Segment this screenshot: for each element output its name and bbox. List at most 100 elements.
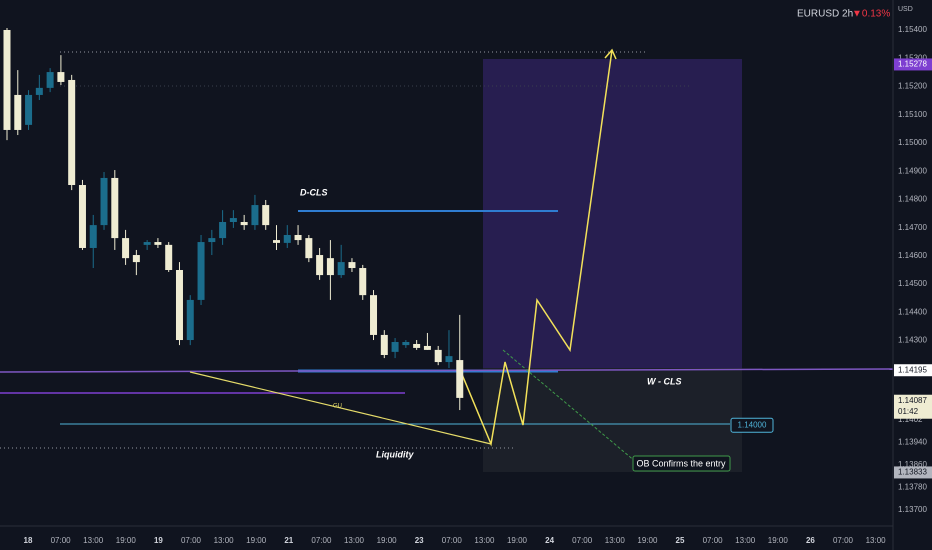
y-tick-label: 1.14300 (898, 336, 927, 345)
projection-path (460, 49, 613, 447)
candle-body (337, 262, 345, 276)
candle-body (175, 270, 183, 341)
ob-label: OB Confirms the entry (636, 458, 726, 468)
price-tag (894, 394, 932, 419)
symbol: EURUSD 2h (797, 9, 853, 20)
liquidity-trend (189, 371, 492, 445)
candle-body (229, 218, 237, 222)
x-tick-label: 13:00 (605, 536, 626, 545)
candle-body (35, 87, 43, 95)
candle-body (57, 72, 65, 82)
price-tag (894, 58, 932, 71)
price-tag-label: 1.14087 (898, 396, 927, 405)
purple-level (0, 368, 894, 373)
x-tick-label: 07:00 (572, 536, 593, 545)
candle-body (273, 240, 280, 243)
candle-body (413, 343, 421, 348)
price-tag (894, 364, 932, 377)
candle-body (89, 225, 97, 248)
w-cls-label: W - CLS (647, 376, 682, 386)
x-tick-label: 07:00 (442, 536, 463, 545)
candle-body (326, 258, 334, 276)
x-tick-label: 19:00 (637, 536, 658, 545)
x-tick-label: 25 (676, 536, 685, 545)
candle-body (208, 238, 216, 243)
y-tick-label: 1.15000 (898, 138, 927, 147)
candle-body (25, 94, 33, 125)
level-box (730, 417, 774, 433)
countdown: 01:42 (898, 407, 919, 416)
x-tick-label: 07:00 (833, 536, 854, 545)
projection-arrow (604, 48, 617, 60)
candle-body (359, 268, 367, 296)
y-tick-label: 1.1402 (898, 415, 923, 424)
candle-body (391, 342, 399, 352)
candle-body (251, 205, 259, 226)
x-tick-label: 07:00 (703, 536, 724, 545)
y-tick-label: 1.13940 (898, 437, 927, 446)
candle-body (316, 255, 324, 276)
candle-body (219, 222, 227, 239)
candle-body (100, 177, 108, 226)
x-tick-label: 13:00 (214, 536, 235, 545)
candle-body (240, 222, 248, 226)
candle-body (186, 299, 194, 341)
candle-body (434, 349, 442, 363)
x-tick-label: 19:00 (116, 536, 137, 545)
candle-body (423, 345, 431, 350)
x-tick-label: 24 (545, 536, 554, 545)
x-tick-label: 07:00 (311, 536, 332, 545)
x-tick-label: 19:00 (507, 536, 528, 545)
y-tick-label: 1.13860 (898, 460, 927, 469)
target-zone (483, 59, 742, 368)
candle-body (122, 238, 130, 259)
x-tick-label: 13:00 (866, 536, 887, 545)
y-tick-label: 1.14700 (898, 223, 927, 232)
candle-body (370, 295, 378, 335)
candle-body (445, 356, 453, 363)
candle-body (262, 205, 270, 226)
candle-body (68, 79, 76, 186)
price-tag-label: 1.15278 (898, 60, 927, 69)
candle-body (3, 30, 11, 130)
candle-body (154, 242, 162, 245)
x-tick-label: 23 (415, 536, 424, 545)
change: ▼0.13% (852, 9, 890, 20)
x-tick-label: 07:00 (51, 536, 72, 545)
y-tick-label: 1.14600 (898, 251, 927, 260)
y-tick-label: 1.14500 (898, 279, 927, 288)
candle-body (78, 185, 86, 248)
x-tick-label: 19 (154, 536, 163, 545)
y-tick-label: 1.14900 (898, 166, 927, 175)
level-label: 1.14000 (738, 420, 767, 429)
price-tag (894, 466, 932, 479)
x-tick-label: 18 (24, 536, 33, 545)
candle-body (132, 255, 140, 263)
x-tick-label: 21 (284, 536, 293, 545)
price-tag-label: 1.13833 (898, 468, 927, 477)
candle-body (380, 334, 388, 355)
y-tick-label: 1.15100 (898, 110, 927, 119)
y-tick-label: 1.13700 (898, 505, 927, 514)
candle-body (197, 242, 205, 300)
candle-body (46, 72, 54, 88)
y-tick-label: 1.14800 (898, 195, 927, 204)
x-tick-label: 13:00 (83, 536, 104, 545)
currency: USD (898, 6, 913, 13)
x-tick-label: 19:00 (377, 536, 398, 545)
candle-body (348, 262, 356, 269)
candle-body (402, 342, 410, 346)
x-tick-label: 13:00 (474, 536, 495, 545)
y-tick-label: 1.15200 (898, 82, 927, 91)
x-tick-label: 19:00 (246, 536, 267, 545)
d-cls-label: D-CLS (300, 187, 328, 197)
gu-label: GU (333, 404, 342, 410)
candle-body (283, 234, 291, 243)
y-tick-label: 1.13780 (898, 483, 927, 492)
price-tag-label: 1.14195 (898, 365, 927, 374)
candle-body (165, 244, 173, 270)
candle-body (143, 242, 151, 245)
candle-body (456, 360, 464, 398)
ob-line (502, 349, 637, 463)
